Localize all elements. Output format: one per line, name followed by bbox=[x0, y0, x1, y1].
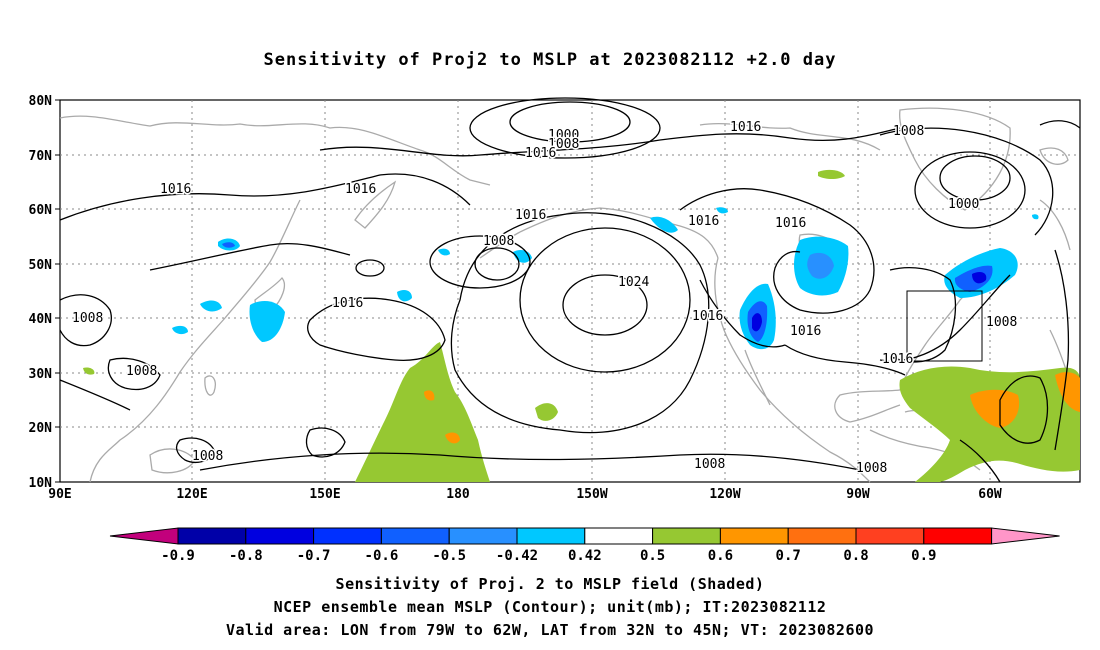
valid-area-box bbox=[906, 290, 983, 362]
contour-label: 1008 bbox=[986, 315, 1017, 330]
colorbar-max-arrow bbox=[991, 527, 1060, 545]
colorbar-tick-label: 0.42 bbox=[568, 548, 602, 564]
colorbar-tick-label: 0.9 bbox=[911, 548, 936, 564]
contour-label: 1024 bbox=[618, 275, 649, 290]
map-frame bbox=[59, 99, 1081, 483]
colorbar-tick-label: 0.5 bbox=[640, 548, 665, 564]
lon-tick-label: 60W bbox=[978, 487, 1002, 502]
colorbar-tick-label: -0.5 bbox=[432, 548, 466, 564]
colorbar-tick-label: -0.8 bbox=[229, 548, 263, 564]
contour-label: 1000 bbox=[948, 197, 979, 212]
graticule bbox=[60, 100, 1080, 482]
contour-label: 1016 bbox=[692, 309, 723, 324]
colorbar-swatch bbox=[787, 527, 857, 545]
contour-label: 1016 bbox=[160, 182, 191, 197]
colorbar-swatch bbox=[313, 527, 382, 545]
lon-tick-label: 150E bbox=[309, 487, 340, 502]
lon-tick-label: 90E bbox=[48, 487, 71, 502]
lat-tick-label: 80N bbox=[29, 94, 53, 109]
contour-label: 1008 bbox=[72, 311, 103, 326]
contour-label: 1016 bbox=[730, 120, 761, 135]
colorbar-swatch bbox=[652, 527, 721, 545]
contour-label: 1016 bbox=[345, 182, 376, 197]
chart-title: Sensitivity of Proj2 to MSLP at 20230821… bbox=[263, 50, 837, 70]
colorbar-tick-label: -0.7 bbox=[297, 548, 331, 564]
contour-label: 1016 bbox=[525, 146, 556, 161]
colorbar-swatch bbox=[516, 527, 586, 545]
contour-label: 1008 bbox=[192, 449, 223, 464]
caption-line-1: Sensitivity of Proj. 2 to MSLP field (Sh… bbox=[335, 575, 765, 593]
contour-label: 1016 bbox=[688, 214, 719, 229]
lon-tick-label: 120W bbox=[709, 487, 740, 502]
colorbar-swatch bbox=[177, 527, 247, 545]
lat-ticks bbox=[55, 99, 60, 483]
lat-tick-label: 70N bbox=[29, 149, 53, 164]
lat-tick-label: 40N bbox=[29, 312, 53, 327]
colorbar-tick-label: 0.6 bbox=[708, 548, 733, 564]
contour-labels: 1000 1008 1016 1016 1008 1016 1016 1000 … bbox=[71, 119, 1019, 478]
contour-label: 1008 bbox=[548, 137, 579, 152]
colorbar-tick-label: -0.6 bbox=[365, 548, 399, 564]
lat-axis: 80N 70N 60N 50N 40N 30N 20N 10N bbox=[29, 94, 53, 491]
colorbar-min-arrow bbox=[109, 527, 179, 545]
colorbar-swatch bbox=[380, 527, 450, 545]
colorbar-swatch bbox=[584, 527, 654, 545]
colorbar-swatch bbox=[448, 527, 518, 545]
contour-label: 1008 bbox=[856, 461, 887, 476]
caption-line-3: Valid area: LON from 79W to 62W, LAT fro… bbox=[225, 621, 875, 639]
contour-label: 1000 bbox=[548, 128, 579, 143]
caption-line-2: NCEP ensemble mean MSLP (Contour); unit(… bbox=[273, 598, 827, 616]
colorbar-labels: -0.9 -0.8 -0.7 -0.6 -0.5 -0.42 0.42 0.5 0.6 0.7 0.… bbox=[161, 548, 936, 564]
lon-axis: 90E 120E 150E 180 150W 120W 90W 60W bbox=[48, 487, 1002, 502]
coastlines bbox=[59, 107, 1079, 483]
contour-label: 1016 bbox=[882, 352, 913, 367]
colorbar-tick-label: -0.42 bbox=[496, 548, 538, 564]
contour-label: 1016 bbox=[775, 216, 806, 231]
contour-label: 1016 bbox=[515, 208, 546, 223]
lat-tick-label: 50N bbox=[29, 258, 53, 273]
lat-tick-label: 10N bbox=[29, 476, 53, 491]
colorbar-swatch bbox=[923, 527, 993, 545]
lon-tick-label: 150W bbox=[576, 487, 607, 502]
lat-tick-label: 30N bbox=[29, 367, 53, 382]
contour-label: 1008 bbox=[126, 364, 157, 379]
lat-tick-label: 20N bbox=[29, 421, 53, 436]
contour-label: 1016 bbox=[790, 324, 821, 339]
contour-label: 1016 bbox=[332, 296, 363, 311]
lon-tick-label: 90W bbox=[846, 487, 870, 502]
mslp-contours bbox=[59, 97, 1081, 483]
colorbar-swatch bbox=[719, 527, 789, 545]
lon-tick-label: 180 bbox=[446, 487, 470, 502]
contour-label: 1008 bbox=[483, 234, 514, 249]
lat-tick-label: 60N bbox=[29, 203, 53, 218]
contour-label: 1008 bbox=[893, 124, 924, 139]
colorbar-tick-label: 0.8 bbox=[843, 548, 868, 564]
positive-sensitivity-shading bbox=[83, 169, 1080, 482]
colorbar-tick-label: 0.7 bbox=[776, 548, 801, 564]
colorbar-boxes bbox=[109, 527, 1060, 545]
lon-tick-label: 120E bbox=[176, 487, 207, 502]
colorbar-swatch bbox=[855, 527, 925, 545]
contour-label: 1008 bbox=[694, 457, 725, 472]
negative-sensitivity-shading bbox=[172, 207, 1039, 350]
colorbar-swatch bbox=[245, 527, 315, 545]
colorbar-tick-label: -0.9 bbox=[161, 548, 195, 564]
